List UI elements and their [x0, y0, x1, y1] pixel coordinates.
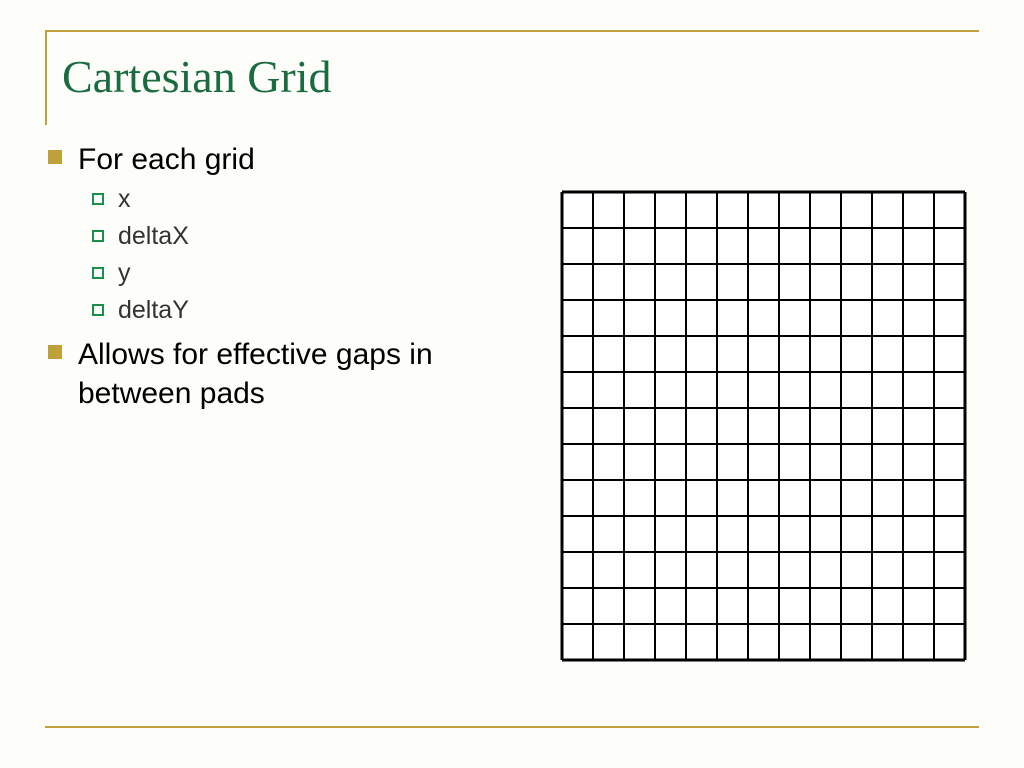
sub-bullet-item: x [92, 185, 508, 214]
bullet-text: Allows for effective gaps in between pad… [78, 335, 508, 413]
sub-bullet-text: x [118, 185, 131, 214]
sub-bullet-marker-icon [92, 304, 104, 316]
bullet-item: For each grid [48, 140, 508, 179]
slide-title: Cartesian Grid [62, 50, 332, 103]
slide-frame-left [45, 30, 47, 125]
sub-bullet-text: y [118, 259, 131, 288]
bullet-marker-square-icon [48, 150, 62, 164]
bullet-item: Allows for effective gaps in between pad… [48, 335, 508, 413]
sub-bullet-text: deltaX [118, 222, 189, 251]
sub-bullet-text: deltaY [118, 296, 189, 325]
sub-bullet-marker-icon [92, 193, 104, 205]
sub-bullet-marker-icon [92, 230, 104, 242]
slide-frame-bottom [45, 726, 979, 728]
sub-bullet-item: deltaX [92, 222, 508, 251]
slide-content: For each grid x deltaX y deltaY Allows f… [48, 140, 508, 419]
cartesian-grid-figure [560, 190, 967, 667]
slide-frame-top [45, 30, 979, 32]
bullet-marker-square-icon [48, 345, 62, 359]
sub-bullet-item: y [92, 259, 508, 288]
bullet-text: For each grid [78, 140, 255, 179]
sub-bullet-marker-icon [92, 267, 104, 279]
grid-svg-icon [560, 190, 967, 662]
sub-bullet-item: deltaY [92, 296, 508, 325]
